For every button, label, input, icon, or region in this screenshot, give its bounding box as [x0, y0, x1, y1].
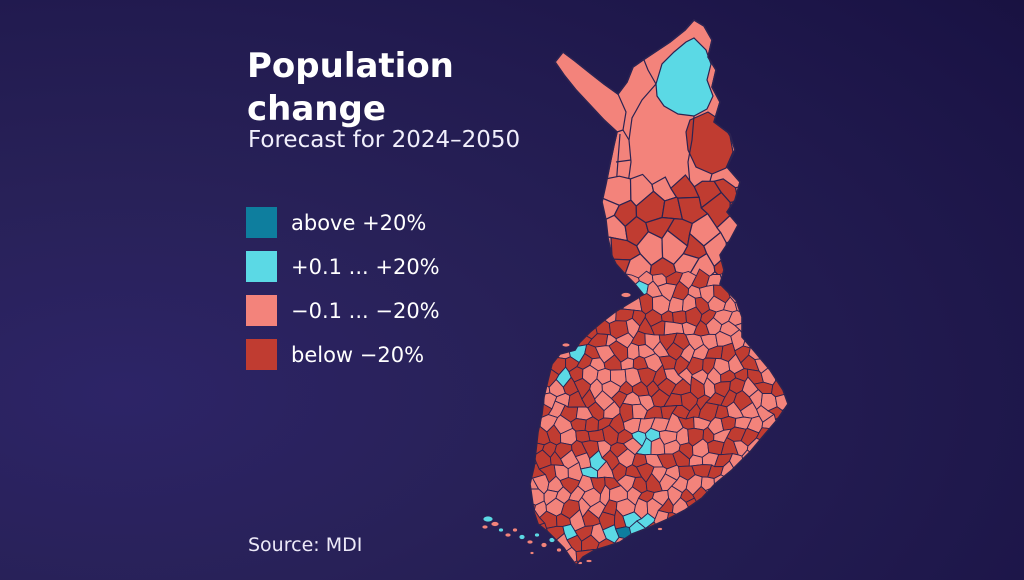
legend-item-teal: above +20%	[246, 207, 440, 238]
legend-swatch-teal	[246, 207, 277, 238]
legend-label: −0.1 ... −20%	[291, 298, 440, 323]
legend-item-cyan: +0.1 ... +20%	[246, 251, 440, 282]
legend-item-red: below −20%	[246, 339, 440, 370]
page-title: Population change	[247, 45, 454, 129]
source-credit: Source: MDI	[248, 534, 363, 556]
legend-item-salmon: −0.1 ... −20%	[246, 295, 440, 326]
legend-swatch-cyan	[246, 251, 277, 282]
legend: above +20% +0.1 ... +20% −0.1 ... −20% belo…	[246, 207, 440, 370]
legend-label: below −20%	[291, 342, 425, 367]
legend-label: above +20%	[291, 210, 427, 235]
subtitle: Forecast for 2024–2050	[248, 127, 521, 153]
legend-swatch-salmon	[246, 295, 277, 326]
finland-choropleth-map	[481, 18, 789, 567]
legend-swatch-red	[246, 339, 277, 370]
legend-label: +0.1 ... +20%	[291, 254, 440, 279]
